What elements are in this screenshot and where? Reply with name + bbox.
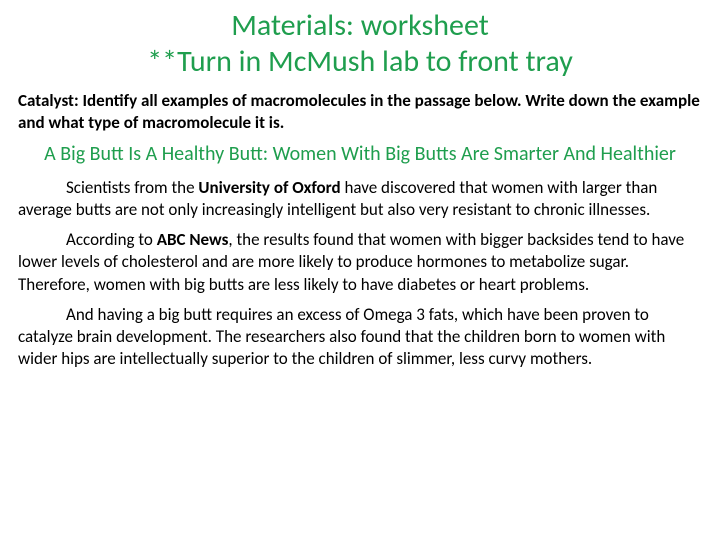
para1-text-1: Scientists from the: [66, 177, 198, 198]
paragraph-3: And having a big butt requires an excess…: [18, 304, 702, 370]
para2-text-1: According to: [66, 229, 157, 250]
title-line-1: Materials: worksheet: [231, 7, 489, 44]
slide-title: Materials: worksheet **Turn in McMush la…: [18, 8, 702, 80]
paragraph-2: According to ABC News, the results found…: [18, 229, 702, 295]
paragraph-1: Scientists from the University of Oxford…: [18, 177, 702, 221]
catalyst-instruction: Catalyst: Identify all examples of macro…: [18, 90, 702, 134]
article-title: A Big Butt Is A Healthy Butt: Women With…: [18, 142, 702, 167]
title-line-2: **Turn in McMush lab to front tray: [147, 43, 573, 80]
para1-bold: University of Oxford: [198, 177, 340, 198]
para2-bold: ABC News: [157, 229, 229, 250]
